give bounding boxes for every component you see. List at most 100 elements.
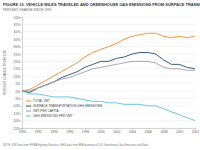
note: NOTE: VMT data from FHWA Highway Statist…: [3, 143, 149, 147]
y-tick: 0%: [15, 90, 22, 94]
x-tick: 2012: [192, 128, 199, 134]
y-tick-label: -5%: [14, 97, 20, 101]
y-tick: 20%: [14, 60, 22, 64]
y-tick-mark: [21, 61, 23, 62]
x-tick: 2010: [176, 128, 183, 134]
x-tick-label: 1998: [82, 130, 89, 134]
legend-label: TOTAL VMT: [33, 99, 50, 103]
grid-line: [22, 54, 195, 55]
x-tick-label: 2010: [176, 130, 183, 134]
y-tick-label: 20%: [14, 60, 21, 64]
y-tick-label: 25%: [14, 53, 21, 57]
y-axis-line: [21, 18, 23, 129]
x-tick: 1994: [50, 128, 57, 134]
y-tick-mark: [21, 39, 23, 40]
x-tick-mark: [164, 128, 165, 130]
legend-label: GHG EMISSIONS PER VMT: [33, 114, 73, 118]
legend-swatch: [26, 106, 31, 107]
legend-item: GHG EMISSIONS PER VMT: [26, 114, 73, 118]
x-tick: 1992: [35, 128, 42, 134]
chart: FIGURE 10. VEHICLE MILES TRAVELED AND GR…: [0, 0, 200, 150]
legend-item: SURFACE TRANSPORTATION GHG EMISSIONS: [26, 104, 102, 108]
y-tick-label: 45%: [14, 23, 21, 27]
y-tick-mark: [21, 76, 23, 77]
y-tick-mark: [21, 98, 23, 99]
y-tick: 5%: [15, 82, 22, 86]
y-tick-label: 15%: [14, 67, 21, 71]
subtitle: PERCENT CHANGE SINCE 1990: [3, 8, 52, 12]
x-tick-label: 1990: [19, 130, 26, 134]
series-line: [22, 61, 195, 91]
x-tick: 1998: [82, 128, 89, 134]
y-tick: -20%: [13, 119, 22, 123]
y-tick-mark: [21, 17, 23, 18]
y-tick-mark: [21, 91, 23, 92]
x-tick-label: 1994: [50, 130, 57, 134]
x-tick-mark: [85, 128, 86, 130]
x-tick-mark: [53, 128, 54, 130]
y-tick-label: -15%: [13, 112, 21, 116]
grid-line: [22, 24, 195, 25]
legend-label: VMT PER CAPITA: [33, 109, 59, 113]
x-axis-line: [23, 129, 196, 130]
title: FIGURE 10. VEHICLE MILES TRAVELED AND GR…: [3, 2, 200, 7]
legend-item: VMT PER CAPITA: [26, 109, 59, 113]
legend-swatch: [26, 111, 31, 112]
legend-item: TOTAL VMT: [26, 99, 50, 103]
grid-line: [22, 128, 195, 129]
y-tick: -5%: [14, 97, 22, 101]
y-tick-mark: [21, 47, 23, 48]
legend-swatch: [26, 101, 31, 102]
x-tick-label: 1992: [35, 130, 42, 134]
series-line: [22, 53, 195, 93]
y-tick-mark: [21, 106, 23, 107]
x-axis: 1990 1992 1994 1996 1998 2000 2002 2004 2006 2008…: [19, 128, 199, 134]
x-tick-label: 2004: [129, 130, 136, 134]
legend-label: SURFACE TRANSPORTATION GHG EMISSIONS: [33, 104, 102, 108]
y-tick: 30%: [14, 45, 22, 49]
y-tick-mark: [21, 69, 23, 70]
grid: [22, 17, 195, 128]
y-tick-label: 50%: [14, 16, 21, 20]
legend: TOTAL VMTSURFACE TRANSPORTATION GHG EMIS…: [26, 99, 102, 118]
y-tick-mark: [21, 24, 23, 25]
y-axis-title: PERCENT CHANGE FROM 1990: [3, 50, 7, 95]
y-tick: 10%: [14, 75, 22, 79]
x-tick-mark: [148, 128, 149, 130]
y-tick: -15%: [13, 112, 22, 116]
lines: [22, 33, 195, 120]
x-tick: 2000: [98, 128, 105, 134]
x-tick-mark: [22, 128, 23, 130]
x-tick-label: 1996: [66, 130, 73, 134]
x-tick-label: 2002: [113, 130, 120, 134]
grid-line: [22, 31, 195, 32]
x-tick: 2006: [145, 128, 152, 134]
y-tick: 15%: [14, 67, 22, 71]
y-tick-mark: [21, 54, 23, 55]
grid-line: [22, 76, 195, 77]
x-tick-mark: [116, 128, 117, 130]
y-tick-mark: [21, 84, 23, 85]
x-tick-label: 2008: [160, 130, 167, 134]
y-tick-mark: [21, 128, 23, 129]
y-tick: 25%: [14, 53, 22, 57]
grid-line: [22, 39, 195, 40]
x-tick-label: 2000: [98, 130, 105, 134]
y-tick-label: 0%: [15, 90, 20, 94]
y-tick-label: -10%: [13, 104, 21, 108]
x-tick: 2004: [129, 128, 136, 134]
x-tick-mark: [132, 128, 133, 130]
grid-line: [22, 120, 195, 121]
legend-swatch: [26, 116, 31, 117]
y-tick: 45%: [14, 23, 22, 27]
x-tick: 1996: [66, 128, 73, 134]
x-tick-label: 2006: [145, 130, 152, 134]
y-tick-label: -20%: [13, 119, 21, 123]
x-tick-mark: [38, 128, 39, 130]
y-axis: -25%-20%-15%-10%-5%0%5%10%15%20%25%30%35…: [13, 16, 23, 131]
y-tick-mark: [21, 32, 23, 33]
y-tick: 50%: [14, 16, 22, 20]
series-line: [22, 91, 195, 121]
series-line: [22, 33, 195, 91]
y-tick-label: 40%: [14, 30, 21, 34]
